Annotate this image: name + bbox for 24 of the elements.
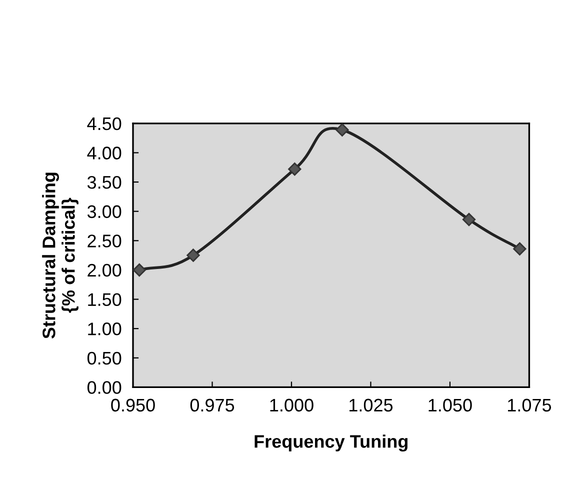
point [513,242,526,256]
x-axis-title: Frequency Tuning [254,434,408,452]
point [186,248,200,262]
x-tick-label: 1.050 [428,398,472,412]
y-tick-label: 3.00 [87,205,122,218]
x-tick-label: 1.075 [508,398,552,412]
y-tick-label: 0.50 [87,352,122,365]
x-tick-label: 1.000 [270,398,314,412]
point [336,123,349,136]
x-tick-label: 0.975 [190,398,234,412]
y-tick-label: 4.00 [87,146,122,160]
y-axis-title: Structural Damping {% of critical} [42,172,78,339]
point [462,212,476,226]
y-tick-label: 2.50 [88,234,122,248]
y-tick-label: 0.00 [87,381,122,394]
y-tick-label: 2.00 [88,264,122,277]
y-tick-label: 4.50 [87,117,122,130]
y-tick-label: 3.50 [87,176,122,189]
y-tick-label: 1.50 [88,293,122,306]
y-tick-label: 1.00 [88,322,122,336]
x-tick-label: 1.025 [350,398,393,412]
x-tick-label: 0.950 [111,398,155,412]
point [133,263,146,277]
point [288,162,302,176]
